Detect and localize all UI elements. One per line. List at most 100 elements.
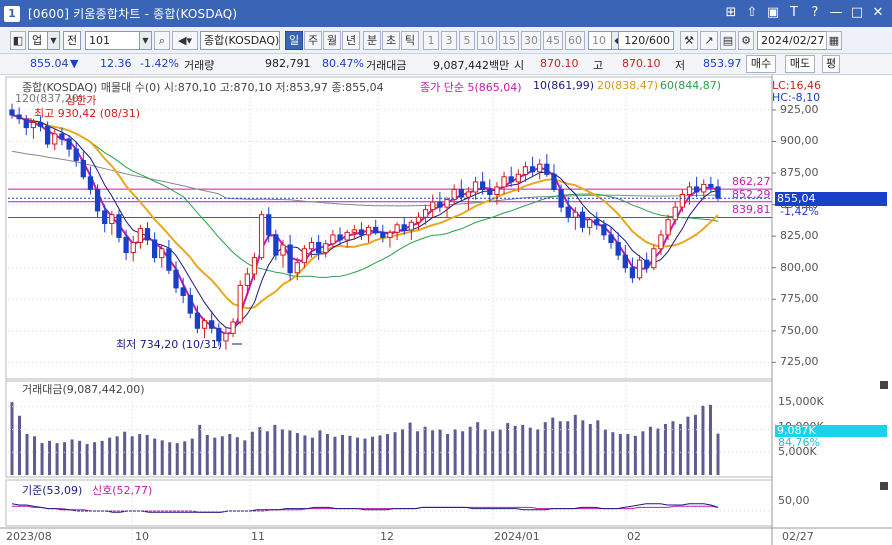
volume-bar <box>566 421 570 475</box>
period-year[interactable]: 년 <box>342 31 360 50</box>
interval-10[interactable]: 10 <box>477 31 497 50</box>
close-icon[interactable]: ✕ <box>872 5 884 20</box>
candle-body <box>258 214 265 259</box>
candle-body <box>401 224 407 231</box>
volume-bar <box>25 434 29 475</box>
prev-toggle[interactable]: 전 <box>63 31 81 50</box>
minimize-icon[interactable]: — <box>829 5 843 20</box>
print-icon[interactable]: ▣ <box>766 5 780 20</box>
low-value: 853.97 <box>703 57 742 70</box>
volume-bar <box>340 434 344 475</box>
market-select[interactable]: 업 <box>28 31 48 50</box>
volume-bar <box>10 402 14 475</box>
price-ytick: 925,00 <box>780 102 819 116</box>
volume-bar <box>63 442 67 475</box>
period-week[interactable]: 주 <box>304 31 322 50</box>
candle-body <box>9 109 15 116</box>
candle-body <box>487 188 493 196</box>
lc-label: LC:16,46 <box>772 79 822 92</box>
search-icon[interactable]: ⌕ <box>154 31 170 50</box>
save-icon[interactable]: ▤ <box>720 31 736 50</box>
period-tick[interactable]: 틱 <box>401 31 419 50</box>
upload-icon[interactable]: ⇧ <box>746 5 758 20</box>
interval-input[interactable]: 10 <box>588 31 612 50</box>
chart-area[interactable]: 종합(KOSDAQ) 매물대 수(0) 시:870,10 고:870,10 저:… <box>0 75 892 545</box>
maximize-icon[interactable]: □ <box>850 5 864 20</box>
volume-bar <box>295 433 299 475</box>
period-month[interactable]: 월 <box>323 31 341 50</box>
gear-icon[interactable]: ⚙ <box>738 31 754 50</box>
toggle-icon[interactable]: ◧ <box>10 31 26 50</box>
date-input[interactable]: 2024/02/27 <box>757 31 827 50</box>
interval-30[interactable]: 30 <box>521 31 541 50</box>
volume-bar <box>168 442 172 475</box>
cursor-icon[interactable]: ↗ <box>700 31 718 50</box>
interval-3[interactable]: 3 <box>441 31 457 50</box>
candle-body <box>373 226 379 233</box>
volume-bar <box>333 436 337 475</box>
interval-45[interactable]: 45 <box>543 31 563 50</box>
code-input[interactable]: 101 <box>85 31 140 50</box>
volume-bar <box>100 440 104 475</box>
volume-bar <box>363 438 367 475</box>
volume-bar <box>235 437 239 475</box>
volume-bar <box>70 439 74 475</box>
text-icon[interactable]: T <box>790 5 798 20</box>
low-annotation: 최저 734,20 (10/31) <box>116 338 223 351</box>
market-dropdown-icon[interactable]: ▼ <box>47 31 60 50</box>
volume-bar <box>468 426 472 475</box>
sell-button[interactable]: 매도 <box>785 55 815 73</box>
price-ytick: 900,00 <box>780 134 819 148</box>
volume-bar <box>355 437 359 475</box>
volume-bar <box>220 436 224 475</box>
candle-body <box>629 267 636 279</box>
sound-icon[interactable]: ◀▾ <box>172 31 198 50</box>
eval-button[interactable]: 평 <box>822 55 840 73</box>
volume-bar <box>205 434 209 475</box>
price-ytick: 775,00 <box>780 292 819 306</box>
tools-icon[interactable]: ⚒ <box>680 31 698 50</box>
change-value: 12.36 <box>100 57 132 70</box>
ma60-line <box>11 114 719 279</box>
volume-bar <box>671 421 675 475</box>
volume-bar <box>581 420 585 475</box>
volume-title: 거래대금(9,087,442,00) <box>22 383 145 396</box>
candle-body <box>565 206 571 218</box>
title-bar: 1 [0600] 키움종합차트 - 종합(KOSDAQ) ⊞ ⇧ ▣ T ? —… <box>0 0 892 27</box>
psy-title-a: 기준(53,09) <box>22 484 83 497</box>
interval-1[interactable]: 1 <box>423 31 439 50</box>
candle-body <box>323 243 329 254</box>
interval-5[interactable]: 5 <box>459 31 475 50</box>
buy-button[interactable]: 매수 <box>746 55 776 73</box>
amount-value: 9,087,442백만 <box>433 59 510 72</box>
volume-bar <box>378 435 382 475</box>
count-input[interactable]: 120/600 <box>618 31 674 50</box>
volume-pct-tag: 84,76% <box>778 436 820 449</box>
period-second[interactable]: 초 <box>382 31 400 50</box>
volume-bar <box>476 422 480 475</box>
interval-15[interactable]: 15 <box>499 31 519 50</box>
candle-body <box>358 229 365 236</box>
hc-label: HC:-8,10 <box>772 91 821 104</box>
psy-title-b: 신호(52,77) <box>92 484 153 497</box>
volume-bar <box>108 437 112 475</box>
volume-bar <box>408 422 412 475</box>
calendar-icon[interactable]: ▦ <box>826 31 842 50</box>
amount-label: 거래대금 <box>366 59 407 72</box>
period-day[interactable]: 일 <box>285 31 303 50</box>
interval-60[interactable]: 60 <box>565 31 585 50</box>
volume-value: 982,791 <box>265 57 311 70</box>
link-icon[interactable]: ⊞ <box>725 5 737 20</box>
down-arrow-icon: ▼ <box>70 57 79 70</box>
volume-bar <box>558 421 562 475</box>
chart-canvas[interactable] <box>0 75 892 545</box>
candle-body <box>209 320 215 329</box>
volume-bar <box>543 422 547 475</box>
candle-body <box>701 183 707 193</box>
candle-body <box>458 188 464 198</box>
help-icon[interactable]: ? <box>811 5 819 20</box>
code-dropdown-icon[interactable]: ▼ <box>139 31 152 50</box>
ma120-line <box>11 150 718 207</box>
volume-bar <box>551 417 555 475</box>
period-minute[interactable]: 분 <box>363 31 381 50</box>
